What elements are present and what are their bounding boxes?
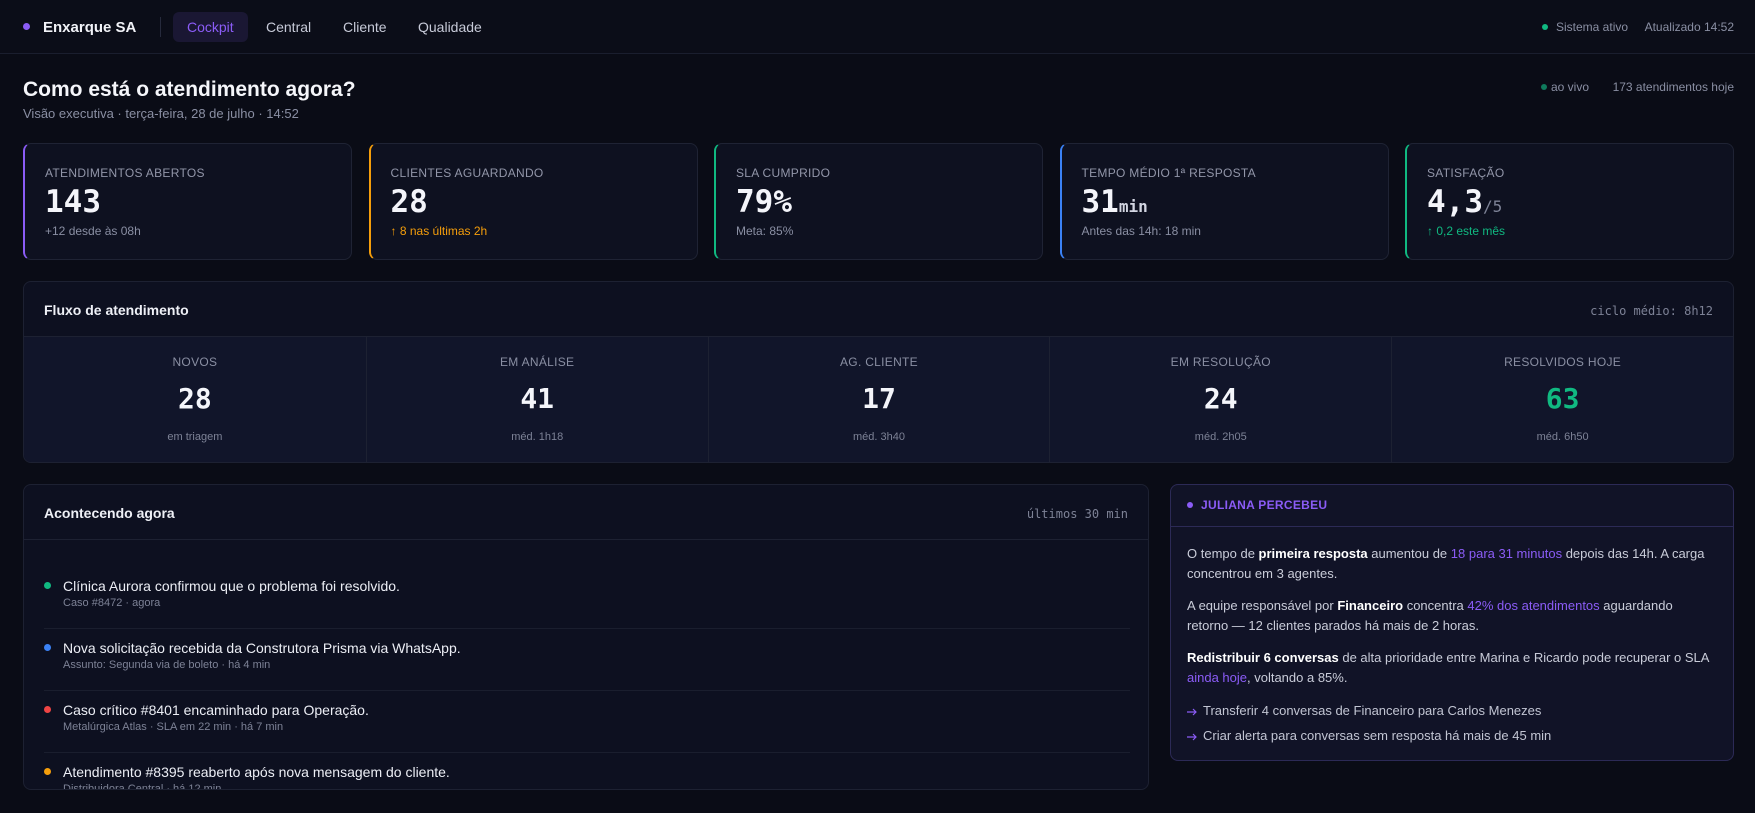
stage-note: méd. 6h50 — [1536, 431, 1589, 443]
kpi-note: ↑ 0,2 este mês — [1427, 224, 1506, 238]
top-nav: Enxarque SA Cockpit Central Cliente Qualida… — [0, 0, 1755, 54]
kpi-number: 31 — [1081, 184, 1119, 220]
live-dot — [1541, 84, 1547, 90]
item-title: Clínica Aurora confirmou que o problema … — [63, 578, 400, 594]
insight-dot — [1187, 502, 1193, 508]
flow-stage: EM ANÁLISE 41 méd. 1h18 — [365, 337, 708, 462]
window: últimos 30 min — [1026, 507, 1128, 521]
status-dot — [1542, 24, 1548, 30]
insight-paragraph: Redistribuir 6 conversas de alta priorid… — [1187, 650, 1709, 685]
kpi-label: CLIENTES AGUARDANDO — [390, 166, 544, 180]
item-meta: Caso #8472 · agora — [63, 597, 161, 609]
divider — [160, 17, 161, 37]
kpi-card: SATISFAÇÃO 4,3/5 ↑ 0,2 este mês — [1405, 143, 1734, 260]
kpi-value: 143 — [45, 184, 101, 220]
stage-note: méd. 3h40 — [853, 431, 905, 443]
status: Sistema ativo — [1556, 20, 1629, 34]
arrow-icon — [1187, 708, 1197, 715]
panel-title: Fluxo de atendimento — [44, 302, 189, 318]
kpi-number: 4,3 — [1427, 184, 1483, 220]
action[interactable]: Transferir 4 conversas de Financeiro par… — [1187, 703, 1541, 718]
kpi-card: CLIENTES AGUARDANDO 28 ↑ 8 nas últimas 2h — [368, 143, 698, 260]
today-count: 173 atendimentos hoje — [1612, 80, 1734, 94]
stage-value: 24 — [1203, 382, 1238, 415]
cycle: ciclo médio: 8h12 — [1590, 304, 1713, 318]
stage-note: méd. 2h05 — [1194, 431, 1247, 443]
flow-stage: EM RESOLUÇÃO 24 méd. 2h05 — [1049, 337, 1392, 462]
item-meta: Metalúrgica Atlas · SLA em 22 min · há 7… — [63, 721, 284, 733]
flow-stage: RESOLVIDOS HOJE 63 méd. 6h50 — [1391, 337, 1733, 462]
kpi-note: +12 desde às 08h — [45, 224, 141, 238]
brand-dot — [23, 23, 30, 30]
kpi-number: 79% — [736, 184, 792, 220]
kpi-label: TEMPO MÉDIO 1ª RESPOSTA — [1081, 166, 1256, 180]
insight-panel: JULIANA PERCEBEU O tempo de primeira res… — [1170, 484, 1734, 761]
insight-paragraph: O tempo de primeira resposta aumentou de… — [1187, 546, 1705, 581]
kpi-note: Antes das 14h: 18 min — [1081, 224, 1201, 238]
arrow-icon — [1187, 733, 1197, 740]
kpi-card: SLA CUMPRIDO 79% Meta: 85% — [714, 143, 1043, 260]
item-meta: Assunto: Segunda via de boleto · há 4 mi… — [63, 659, 271, 671]
brand: Enxarque SA — [43, 19, 137, 36]
status-dot — [44, 706, 51, 713]
stage-label: RESOLVIDOS HOJE — [1504, 355, 1622, 369]
insight-title: JULIANA PERCEBEU — [1201, 498, 1328, 512]
kpi-label: SLA CUMPRIDO — [736, 166, 831, 180]
item-title: Nova solicitação recebida da Construtora… — [63, 640, 461, 656]
kpi-card: ATENDIMENTOS ABERTOS 143 +12 desde às 08h — [23, 143, 352, 260]
flow-stage: NOVOS 28 em triagem — [24, 337, 366, 462]
divider — [24, 539, 1148, 540]
item-meta: Distribuidora Central · há 12 min — [63, 783, 222, 790]
kpi-number: 143 — [45, 184, 101, 220]
item-title: Caso crítico #8401 encaminhado para Oper… — [63, 702, 369, 718]
kpi-label: ATENDIMENTOS ABERTOS — [45, 166, 205, 180]
stage-note: méd. 1h18 — [511, 431, 564, 443]
feed-item[interactable]: Clínica Aurora confirmou que o problema … — [44, 567, 1130, 629]
page-title: Como está o atendimento agora? — [23, 78, 356, 101]
item-title: Atendimento #8395 reaberto após nova men… — [63, 764, 450, 780]
kpi-value: 28 — [391, 184, 428, 220]
stage-label: EM ANÁLISE — [500, 355, 575, 369]
feed-item[interactable]: Atendimento #8395 reaberto após nova men… — [44, 753, 1130, 790]
kpi-note: ↑ 8 nas últimas 2h — [390, 224, 488, 238]
kpi-value: 4,3/5 — [1427, 184, 1502, 220]
divider — [1171, 526, 1733, 527]
divider — [24, 336, 1733, 337]
status-dot — [44, 644, 51, 651]
kpi-unit: min — [1118, 197, 1148, 216]
kpi-number: 28 — [390, 184, 428, 220]
kpi-note: Meta: 85% — [736, 224, 794, 238]
feed-item[interactable]: Nova solicitação recebida da Construtora… — [44, 629, 1130, 691]
stage-note: em triagem — [167, 431, 223, 443]
flow-stage: AG. CLIENTE 17 méd. 3h40 — [707, 337, 1050, 462]
kpi-unit: /5 — [1483, 197, 1503, 216]
kpi-value: 79% — [736, 184, 792, 220]
kpi-label: SATISFAÇÃO — [1427, 166, 1505, 180]
flow-panel: Fluxo de atendimento ciclo médio: 8h12 N… — [23, 281, 1734, 463]
nav-item[interactable]: Central — [266, 19, 312, 35]
nav-item[interactable]: Qualidade — [418, 19, 482, 35]
stage-value: 17 — [862, 382, 896, 415]
feed-panel: Acontecendo agora últimos 30 min Clínica… — [23, 484, 1149, 790]
stage-value: 28 — [178, 382, 212, 415]
kpi-card: TEMPO MÉDIO 1ª RESPOSTA 31min Antes das 14… — [1059, 143, 1389, 260]
subtitle: Visão executiva · terça-feira, 28 de jul… — [23, 106, 299, 121]
action[interactable]: Criar alerta para conversas sem resposta… — [1187, 728, 1551, 743]
stage-value: 41 — [520, 382, 555, 415]
kpi-value: 31min — [1082, 184, 1148, 220]
feed-item[interactable]: Caso crítico #8401 encaminhado para Oper… — [44, 691, 1130, 753]
updated: Atualizado 14:52 — [1644, 20, 1734, 34]
stage-label: EM RESOLUÇÃO — [1170, 355, 1271, 369]
stage-label: NOVOS — [172, 355, 218, 369]
status-dot — [44, 582, 51, 589]
status-dot — [44, 768, 51, 775]
nav-item[interactable]: Cliente — [343, 19, 387, 35]
stage-label: AG. CLIENTE — [840, 355, 918, 369]
live: ao vivo — [1551, 80, 1590, 94]
panel-title: Acontecendo agora — [44, 505, 175, 521]
stage-value: 63 — [1545, 382, 1580, 415]
insight-paragraph: A equipe responsável por Financeiro conc… — [1187, 598, 1673, 633]
nav-item[interactable]: Cockpit — [173, 12, 248, 42]
